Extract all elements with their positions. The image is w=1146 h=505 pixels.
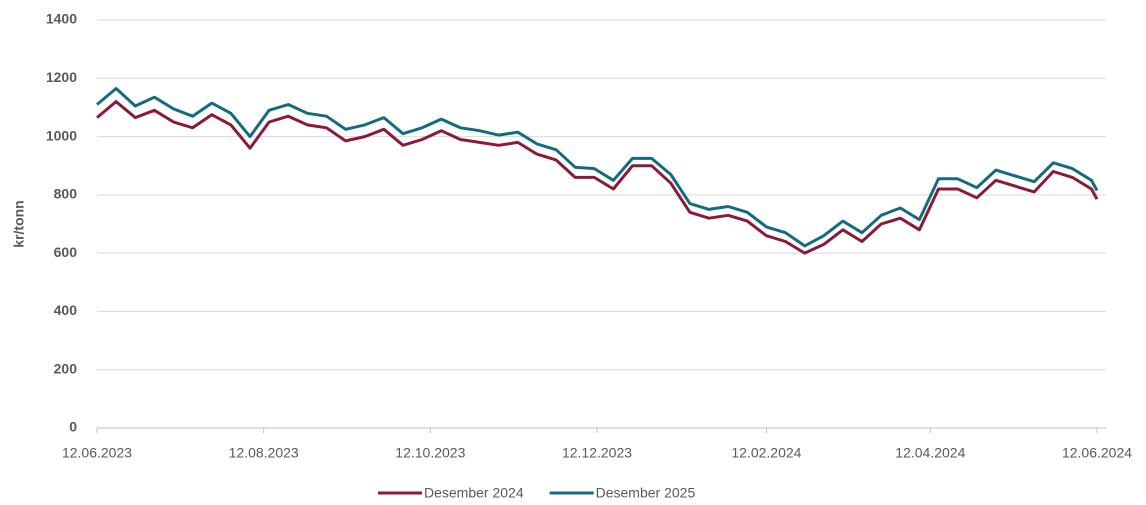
legend-label: Desember 2025 — [596, 485, 696, 501]
y-tick-label: 1200 — [46, 69, 77, 85]
legend-label: Desember 2024 — [424, 485, 524, 501]
x-tick-label: 12.08.2023 — [229, 445, 299, 461]
y-tick-label: 1000 — [46, 127, 77, 143]
x-tick-label: 12.10.2023 — [395, 445, 465, 461]
y-tick-label: 1400 — [46, 11, 77, 27]
x-tick-label: 12.12.2023 — [562, 445, 632, 461]
y-tick-label: 0 — [69, 419, 77, 435]
y-tick-label: 400 — [54, 302, 78, 318]
x-tick-label: 12.04.2024 — [895, 445, 965, 461]
series-line — [96, 87, 1099, 248]
y-tick-label: 800 — [54, 186, 78, 202]
y-axis-label: kr/tonn — [11, 200, 27, 247]
series-line — [96, 100, 1099, 255]
y-tick-label: 600 — [54, 244, 78, 260]
x-tick-label: 12.06.2023 — [62, 445, 132, 461]
y-tick-label: 200 — [54, 360, 78, 376]
x-tick-label: 12.02.2024 — [731, 445, 801, 461]
x-tick-label: 12.06.2024 — [1062, 445, 1132, 461]
